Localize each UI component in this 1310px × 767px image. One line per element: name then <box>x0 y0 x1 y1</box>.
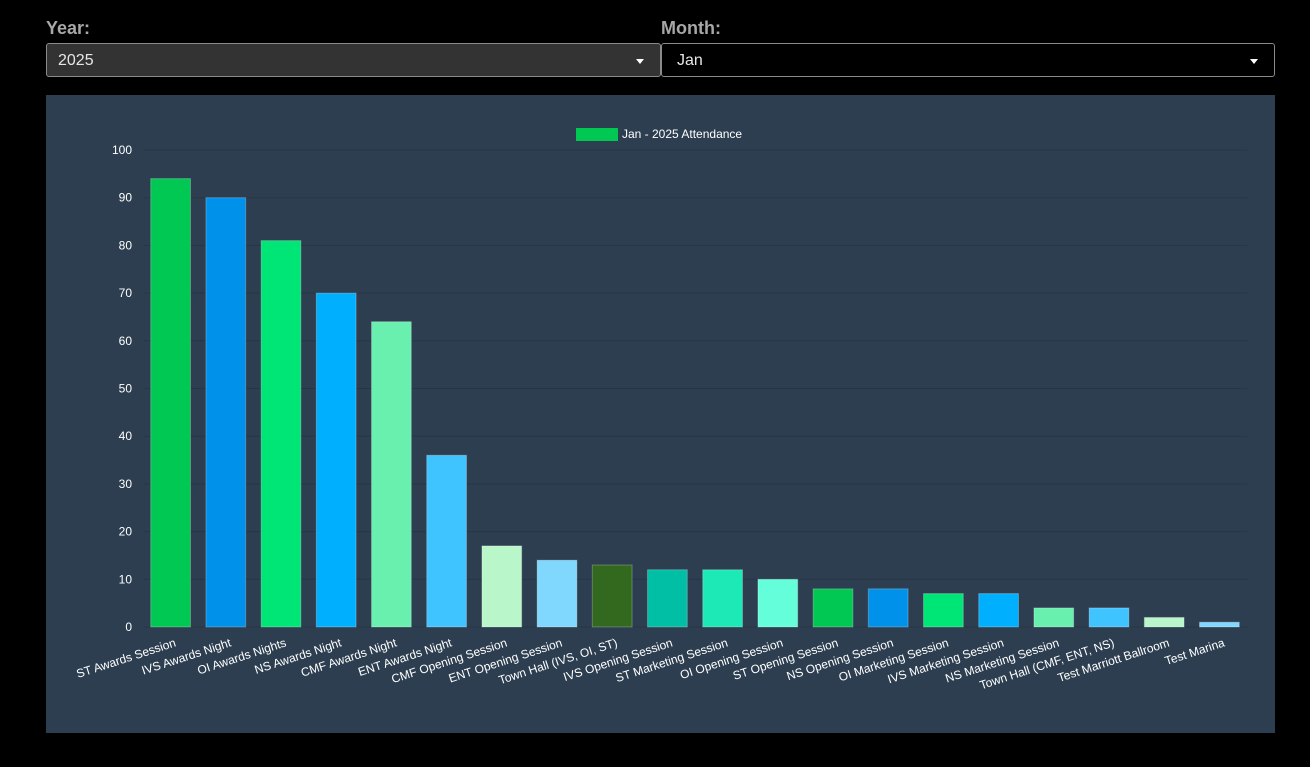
legend-label: Jan - 2025 Attendance <box>622 127 742 141</box>
bar[interactable] <box>260 240 302 628</box>
chevron-down-icon <box>1250 59 1258 64</box>
bar[interactable] <box>923 593 964 628</box>
bar[interactable] <box>1088 607 1130 628</box>
bar[interactable] <box>978 593 1019 628</box>
chevron-down-icon <box>636 59 644 64</box>
legend[interactable]: Jan - 2025 Attendance <box>576 127 742 141</box>
x-tick-label: Test Marina <box>1163 635 1227 668</box>
bar[interactable] <box>315 292 357 628</box>
bar[interactable] <box>591 564 633 628</box>
bar[interactable] <box>536 559 578 628</box>
bar[interactable] <box>481 545 523 628</box>
chart-panel: 0 10 20 30 40 50 60 70 80 90 100 ST Awards Session… <box>46 95 1275 733</box>
bar[interactable] <box>371 321 412 628</box>
y-axis-ticks: 0 10 20 30 40 50 60 70 80 90 100 <box>112 143 132 634</box>
y-tick-label: 50 <box>119 382 133 396</box>
bar[interactable] <box>1199 621 1240 628</box>
y-tick-label: 10 <box>119 572 133 586</box>
y-tick-label: 40 <box>119 429 133 443</box>
bar[interactable] <box>1143 616 1185 628</box>
y-tick-label: 30 <box>119 477 133 491</box>
legend-swatch <box>576 128 618 141</box>
bar[interactable] <box>150 178 191 628</box>
y-tick-label: 100 <box>112 143 132 157</box>
grid-lines <box>143 149 1247 628</box>
bar[interactable] <box>757 578 799 628</box>
bar[interactable] <box>867 588 909 628</box>
year-filter-label: Year: <box>46 18 91 38</box>
y-tick-label: 80 <box>119 238 133 252</box>
y-tick-label: 90 <box>119 191 133 205</box>
attendance-bar-chart: 0 10 20 30 40 50 60 70 80 90 100 ST Awards Session… <box>75 127 1247 692</box>
bar[interactable] <box>1033 607 1075 628</box>
month-select[interactable]: Jan <box>661 43 1275 77</box>
year-select[interactable]: 2025 <box>46 43 661 77</box>
y-tick-label: 0 <box>125 620 132 634</box>
y-tick-label: 70 <box>119 286 133 300</box>
month-filter-label: Month: <box>661 18 721 38</box>
month-select-value: Jan <box>677 52 703 69</box>
y-tick-label: 60 <box>119 334 133 348</box>
bar[interactable] <box>812 588 854 628</box>
bar[interactable] <box>205 197 247 628</box>
year-select-value: 2025 <box>58 52 94 69</box>
bar[interactable] <box>426 454 467 628</box>
bar[interactable] <box>702 569 743 628</box>
bars <box>150 178 1240 628</box>
bar[interactable] <box>647 569 688 628</box>
y-tick-label: 20 <box>119 525 133 539</box>
